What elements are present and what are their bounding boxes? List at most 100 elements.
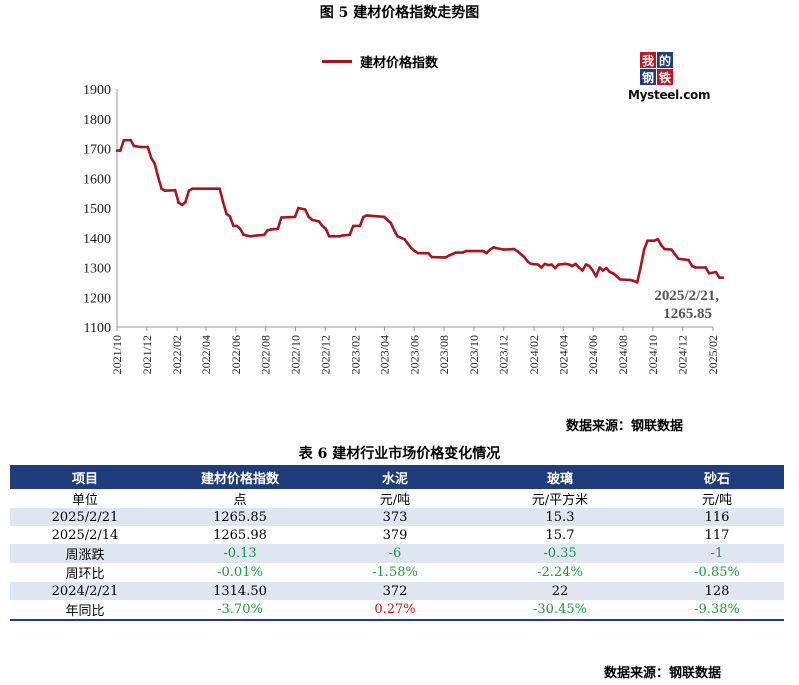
data-point (707, 272, 711, 275)
data-point (557, 263, 560, 266)
data-point (235, 224, 239, 228)
data-point (341, 234, 345, 237)
x-tick-label: 2023/06 (407, 335, 421, 374)
x-tick-label: 2024/06 (586, 335, 600, 374)
data-point (574, 262, 577, 266)
x-tick-label: 2024/02 (527, 335, 541, 374)
data-point (187, 189, 191, 192)
data-point (338, 235, 341, 238)
table-cell: -30.45% (470, 600, 650, 621)
data-point (516, 249, 519, 253)
x-tick-label: 2022/06 (229, 335, 243, 374)
data-point (687, 258, 690, 262)
data-point (232, 224, 235, 228)
data-point (255, 234, 259, 237)
data-point (218, 187, 221, 190)
price-change-table: 项目 建材价格指数 水泥 玻璃 砂石 单位点元/吨 元/平方米 元/吨 2025/2/… (10, 465, 784, 621)
table-row: 周涨跌 -0.13 -6 -0.35 -1 (10, 544, 784, 563)
data-point (540, 266, 543, 269)
data-point (358, 224, 362, 228)
row-label-cell: 2025/2/21 (10, 508, 160, 526)
data-point (598, 266, 601, 269)
data-point (447, 254, 451, 257)
table-row: 2025/2/21 1265.85 373 15.3 116 (10, 508, 784, 526)
data-point (348, 233, 352, 237)
x-tick-label: 2022/02 (170, 335, 184, 374)
logo-block-2: 的 (657, 52, 673, 68)
data-point (413, 249, 417, 253)
table-cell: 116 (650, 508, 784, 526)
table-row: 2024/2/21 1314.50 372 22 128 (10, 582, 784, 600)
data-point (132, 144, 136, 148)
data-point (139, 145, 143, 149)
data-point (242, 233, 245, 237)
data-point (266, 229, 269, 232)
table-cell: 元/吨 (701, 493, 733, 508)
data-point (591, 269, 594, 272)
data-point (149, 156, 153, 160)
x-tick-label: 2021/10 (110, 335, 124, 374)
header-cell: 砂石 (650, 465, 784, 489)
data-point (276, 227, 280, 231)
data-point (553, 266, 557, 270)
table-cell: 15.3 (470, 508, 650, 526)
data-point (392, 229, 396, 232)
data-point (543, 262, 547, 266)
logo-blocks: 我 的 钢 铁 (640, 52, 673, 85)
data-point (410, 246, 413, 250)
data-point (153, 162, 156, 165)
data-point (601, 269, 605, 272)
y-tick-label: 1900 (83, 83, 111, 98)
row-label-cell: 周环比 (65, 567, 105, 582)
data-point (704, 266, 707, 269)
y-tick-label: 1800 (83, 113, 111, 128)
data-point (588, 264, 591, 268)
table-cell: -9.38% (650, 600, 784, 621)
data-point (225, 212, 228, 216)
header-cell: 建材价格指数 (160, 465, 320, 489)
legend-line-swatch (322, 60, 352, 63)
table-row: 单位 点 元/吨 元/平方米 元/吨 (10, 489, 784, 508)
table-cell: 372 (320, 582, 470, 600)
y-tick-label: 1500 (83, 202, 111, 217)
data-point (646, 239, 649, 242)
row-label-cell: 年同比 (10, 600, 160, 621)
x-tick-label: 2024/10 (646, 335, 660, 374)
data-point (481, 249, 485, 253)
data-point (605, 266, 608, 270)
table-cell: 373 (320, 508, 470, 526)
data-point (464, 249, 468, 253)
data-point (718, 276, 721, 279)
header-cell: 水泥 (320, 465, 470, 489)
line-chart: 1100 1200 1300 1400 1500 1600 1700 1800 1900 2021… (83, 83, 725, 374)
table-source: 数据来源：钢联数据 (604, 666, 722, 681)
data-point (156, 175, 160, 179)
table-cell: -1.58% (372, 565, 418, 580)
table-cell: -0.85% (694, 565, 740, 580)
data-point (670, 248, 673, 251)
last-value-annotation-date: 2025/2/21, (654, 288, 719, 304)
data-point (430, 255, 434, 259)
data-point (303, 208, 307, 211)
table-cell: -6 (320, 544, 470, 563)
row-label-cell: 周涨跌 (10, 544, 160, 563)
data-point (529, 262, 533, 266)
header-cell: 项目 (10, 465, 160, 489)
data-point (673, 252, 677, 256)
row-label-cell: 单位 (71, 493, 98, 508)
data-point (659, 243, 663, 247)
data-point (269, 228, 273, 231)
y-tick-label: 1100 (84, 321, 111, 336)
legend-label: 建材价格指数 (360, 56, 439, 71)
table-cell: 点 (233, 493, 247, 508)
x-tick-label: 2022/04 (199, 335, 213, 374)
data-point (307, 215, 311, 219)
data-point (523, 255, 526, 259)
figure-title: 图 5 建材价格指数走势图 (319, 5, 480, 21)
logo-block-1: 我 (640, 52, 656, 68)
data-point (280, 216, 283, 219)
data-point (416, 251, 420, 255)
data-point (502, 248, 506, 251)
data-point (365, 214, 369, 217)
data-point (177, 201, 180, 204)
